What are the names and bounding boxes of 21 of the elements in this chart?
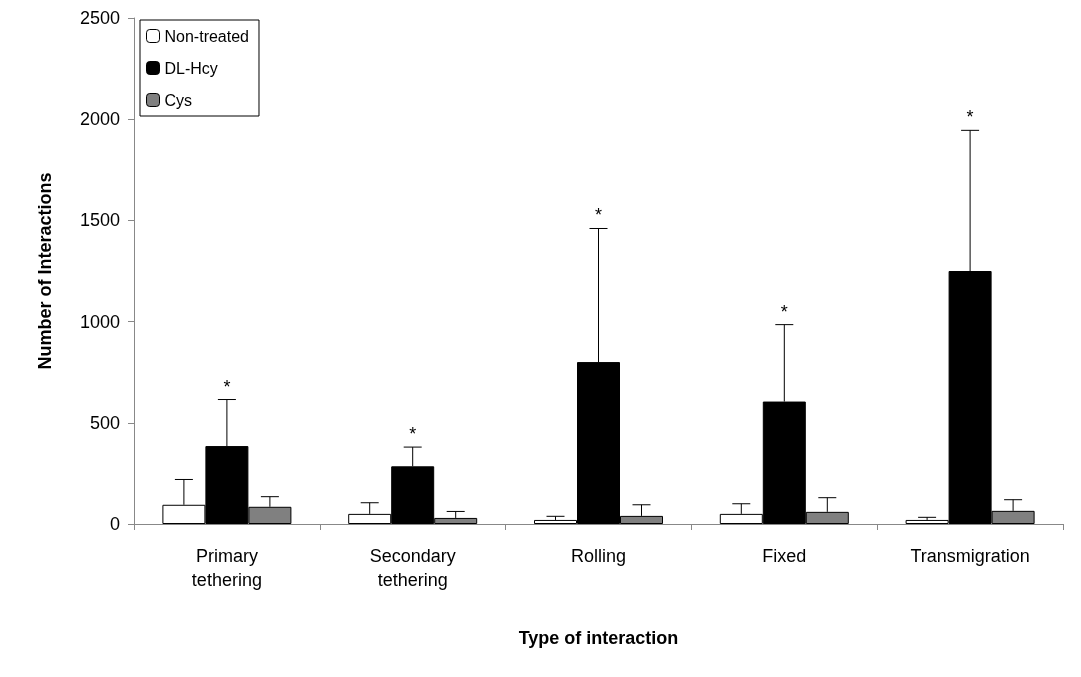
annotation: * <box>594 205 603 226</box>
x-tick-label: Fixed <box>762 546 807 566</box>
annotation: * <box>409 424 417 445</box>
annotation: * <box>966 107 974 128</box>
x-axis-title: Type of interaction <box>518 628 679 648</box>
y-tick-label: 1000 <box>79 311 120 332</box>
legend-label: Non-treated <box>164 27 249 45</box>
y-tick-label: 2000 <box>79 109 120 130</box>
y-tick-label: 500 <box>89 412 120 433</box>
x-tick-label: Rolling <box>570 546 627 566</box>
y-tick-label: 0 <box>109 514 120 534</box>
x-tick-label: Secondary tethering <box>369 546 456 590</box>
legend-label: DL-Hcy <box>164 59 218 77</box>
y-axis-title: Number of Interactions <box>35 172 55 370</box>
y-tick-label: 2500 <box>79 8 120 28</box>
annotation: * <box>780 301 788 322</box>
x-tick-label: Primary tethering <box>191 546 262 590</box>
y-tick-label: 1500 <box>79 210 120 231</box>
x-tick-label: Transmigration <box>910 546 1030 566</box>
annotation: * <box>223 376 231 397</box>
legend-label: Cys <box>164 91 193 109</box>
